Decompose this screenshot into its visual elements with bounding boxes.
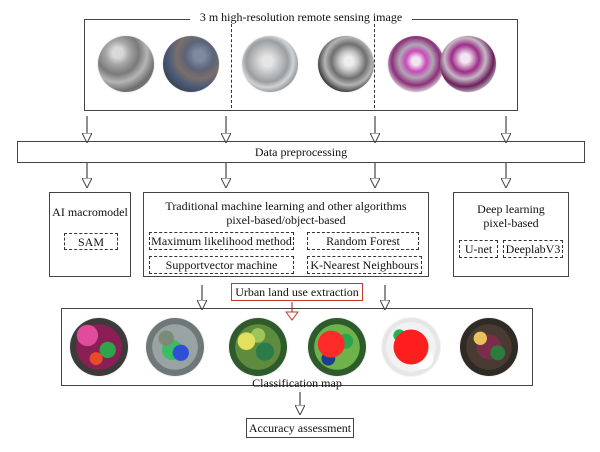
input-image-5: [388, 36, 444, 92]
classification-frame: [61, 308, 533, 386]
class-map-3: [229, 318, 287, 376]
left-panel-item-sam: [64, 233, 118, 250]
dl-deeplab-label: DeeplabV3: [505, 242, 561, 256]
method-mlm-box: [149, 232, 294, 250]
method-mlm-label: Maximum likelihood method: [151, 234, 292, 248]
arrow-extraction: [285, 302, 299, 321]
middle-panel-title-1: Traditional machine learning and other a…: [165, 199, 407, 213]
input-images-title: 3 m high-resolution remote sensing image: [190, 10, 412, 24]
input-image-2: [163, 36, 219, 92]
class-map-2: [146, 318, 204, 376]
input-image-1: [98, 36, 154, 92]
input-image-3: [242, 36, 298, 92]
method-knn-label: K-Nearest Neighbours: [310, 258, 419, 272]
right-panel-title-1: Deep learning: [477, 202, 545, 216]
top-separator-2: [374, 24, 375, 108]
class-map-6: [460, 318, 518, 376]
left-panel-title: AI macromodel: [52, 205, 128, 219]
right-panel: [453, 192, 569, 277]
left-panel: [49, 192, 131, 277]
method-rf-box: [307, 232, 419, 250]
method-svm-box: [149, 256, 294, 274]
classification-label: Classification map: [252, 376, 342, 390]
class-map-4: [308, 318, 366, 376]
input-image-4: [318, 36, 374, 92]
method-knn-box: [307, 256, 422, 274]
left-panel-item-sam-label: SAM: [77, 235, 104, 249]
dl-unet-label: U-net: [464, 242, 493, 256]
preprocess-label: Data preprocessing: [254, 145, 348, 159]
method-rf-label: Random Forest: [326, 234, 400, 248]
right-panel-title-2: pixel-based: [483, 216, 539, 230]
middle-panel: [143, 192, 429, 277]
dl-deeplab-box: [503, 240, 563, 258]
top-separator-1: [231, 24, 232, 108]
middle-panel-title-2: pixel-based/object-based: [226, 213, 346, 227]
extraction-label: Urban land use extraction: [235, 285, 359, 299]
extraction-box: [231, 283, 363, 301]
dl-unet-box: [459, 240, 498, 258]
accuracy-box: [246, 418, 354, 438]
class-map-5: [382, 318, 440, 376]
class-map-1: [70, 318, 128, 376]
input-image-6: [440, 36, 496, 92]
preprocess-box: [17, 141, 585, 163]
method-svm-label: Supportvector machine: [165, 258, 278, 272]
accuracy-label: Accuracy assessment: [248, 421, 352, 435]
